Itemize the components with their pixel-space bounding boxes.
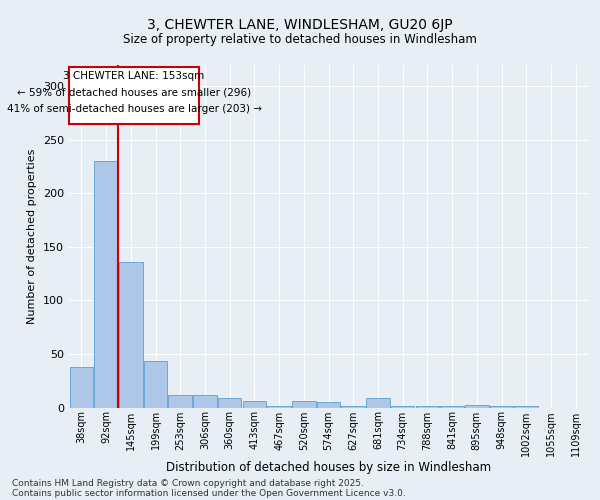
Text: Size of property relative to detached houses in Windlesham: Size of property relative to detached ho…	[123, 32, 477, 46]
Bar	[94, 162, 118, 408]
Bar	[465, 406, 488, 407]
X-axis label: Distribution of detached houses by size in Windlesham: Distribution of detached houses by size …	[166, 462, 491, 474]
Bar	[169, 394, 192, 407]
Text: 3, CHEWTER LANE, WINDLESHAM, GU20 6JP: 3, CHEWTER LANE, WINDLESHAM, GU20 6JP	[147, 18, 453, 32]
Y-axis label: Number of detached properties: Number of detached properties	[28, 148, 37, 324]
Bar	[514, 406, 538, 408]
Bar	[440, 406, 464, 408]
Bar	[341, 406, 365, 408]
Text: 3 CHEWTER LANE: 153sqm: 3 CHEWTER LANE: 153sqm	[64, 72, 205, 82]
Bar	[119, 262, 143, 408]
Text: Contains public sector information licensed under the Open Government Licence v3: Contains public sector information licen…	[12, 488, 406, 498]
Bar	[391, 406, 415, 408]
Bar	[144, 362, 167, 408]
Bar	[70, 367, 93, 408]
Bar	[193, 394, 217, 407]
Bar	[242, 401, 266, 407]
Text: Contains HM Land Registry data © Crown copyright and database right 2025.: Contains HM Land Registry data © Crown c…	[12, 478, 364, 488]
Bar	[416, 406, 439, 408]
Bar	[268, 406, 291, 408]
Bar	[218, 398, 241, 407]
Text: 41% of semi-detached houses are larger (203) →: 41% of semi-detached houses are larger (…	[7, 104, 262, 114]
Bar	[490, 406, 513, 408]
Bar	[292, 401, 316, 407]
Text: ← 59% of detached houses are smaller (296): ← 59% of detached houses are smaller (29…	[17, 88, 251, 98]
Bar	[366, 398, 389, 407]
Bar	[317, 402, 340, 407]
Bar	[70, 67, 199, 124]
